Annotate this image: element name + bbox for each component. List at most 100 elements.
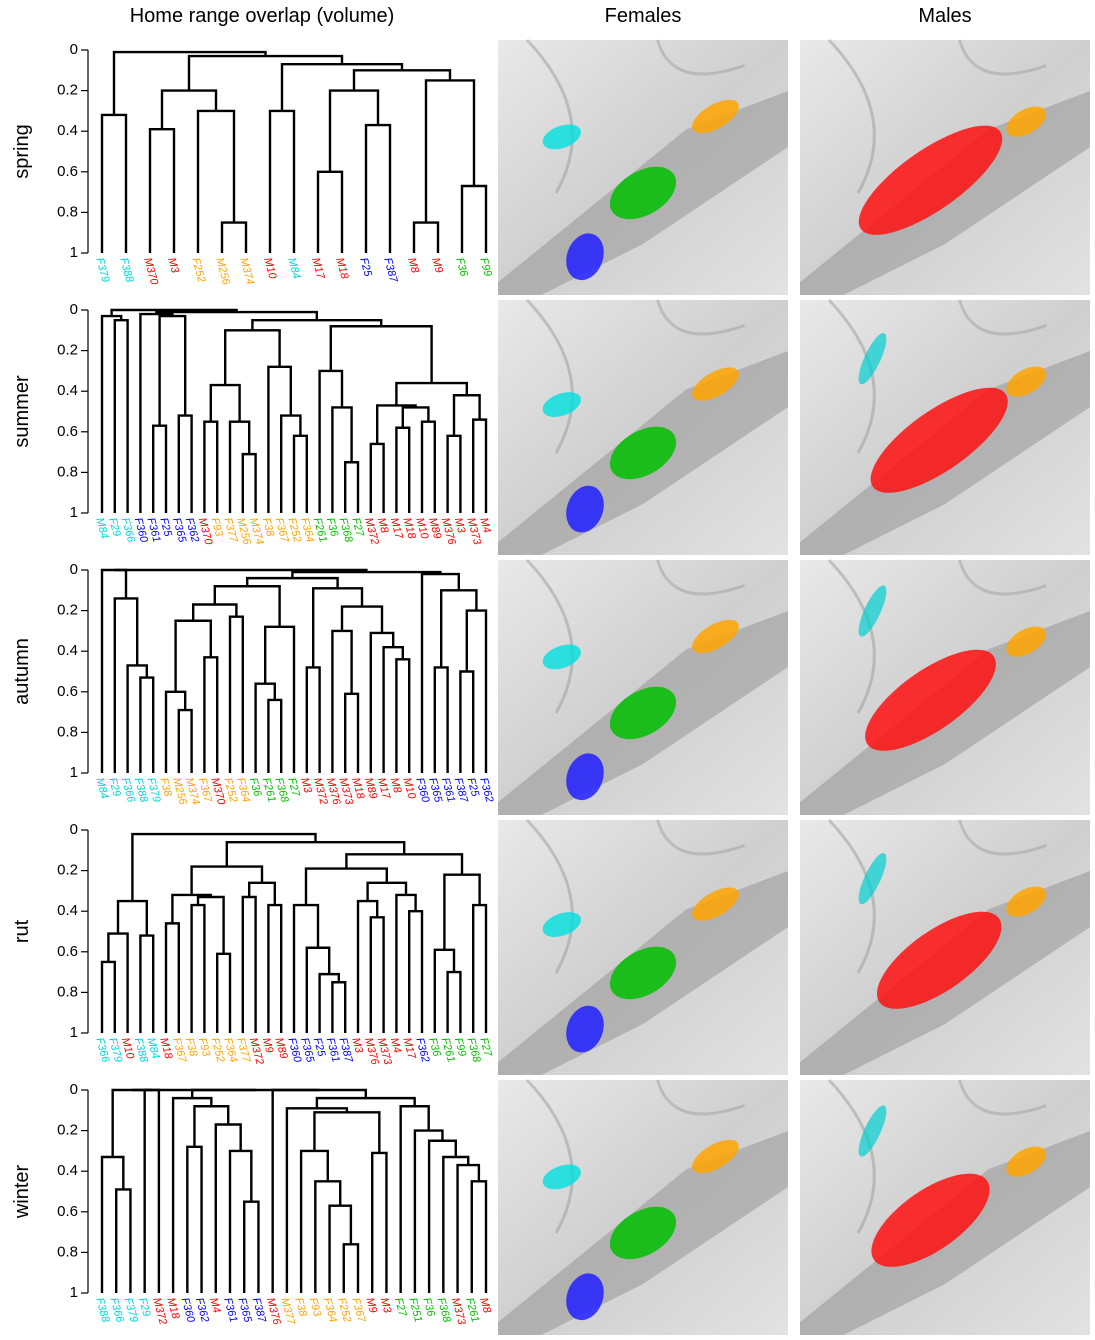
y-tick-label: 0.4 <box>57 902 78 919</box>
males-map <box>800 38 1090 295</box>
merge-link <box>408 910 424 1033</box>
leaf-label: F25 <box>357 256 374 278</box>
leaf-label: M8 <box>477 1296 493 1315</box>
range-blob <box>865 649 996 751</box>
range-blob <box>542 912 581 937</box>
row-label: spring <box>11 124 33 178</box>
terrain-valley <box>525 818 574 974</box>
leaf-label: F27 <box>477 1036 494 1058</box>
terrain-valley <box>958 819 1047 856</box>
merge-link <box>470 1180 488 1293</box>
leaf-label: M3 <box>452 516 468 535</box>
terrain-valley <box>656 559 745 596</box>
y-tick-label: 1 <box>70 504 78 521</box>
y-tick-label: 0.4 <box>57 1162 78 1179</box>
leaf-label: M4 <box>477 516 493 534</box>
leaf-label: M3 <box>378 1296 394 1315</box>
merge-link <box>433 666 449 773</box>
terrain-valley <box>656 1079 745 1116</box>
merge-link <box>267 365 292 513</box>
merge-link <box>152 424 168 513</box>
map-background <box>498 1080 788 1335</box>
merge-link <box>401 406 430 428</box>
merge-link <box>164 690 187 773</box>
y-tick-label: 0.4 <box>57 122 78 139</box>
range-blob <box>858 333 887 385</box>
merge-link <box>285 1107 349 1293</box>
terrain-valley <box>958 299 1047 336</box>
males-map <box>800 298 1090 555</box>
leaf-label: F388 <box>117 256 135 284</box>
terrain-valley <box>525 1078 574 1234</box>
leaf-label: M10 <box>119 1036 136 1061</box>
merge-link <box>305 666 321 773</box>
merge-link <box>472 418 488 513</box>
merge-link <box>329 325 433 384</box>
y-tick-label: 0.2 <box>57 1122 78 1139</box>
column-title: Home range overlap (volume) <box>130 5 395 27</box>
merge-link <box>177 708 193 773</box>
y-tick-label: 0.6 <box>57 423 78 440</box>
y-tick-label: 0.8 <box>57 983 78 1000</box>
merge-link <box>228 615 244 773</box>
range-blob <box>609 946 677 1000</box>
merge-link <box>345 853 464 875</box>
terrain-valley <box>958 559 1047 596</box>
merge-link <box>316 170 344 253</box>
range-blob <box>1006 626 1047 657</box>
leaf-label: F99 <box>477 256 494 277</box>
range-blob <box>692 99 739 134</box>
y-tick-label: 0.8 <box>57 1243 78 1260</box>
merge-link <box>177 414 193 513</box>
merge-link <box>344 461 360 513</box>
y-tick-label: 0.6 <box>57 683 78 700</box>
range-blob <box>609 166 677 220</box>
y-tick-label: 0.6 <box>57 163 78 180</box>
leaf-label: M17 <box>375 776 392 801</box>
leaf-label: M18 <box>349 776 366 801</box>
merge-link <box>369 631 395 773</box>
leaf-label: F25 <box>157 516 174 538</box>
merge-link <box>340 605 384 633</box>
map-background <box>498 300 788 555</box>
leaf-label: F36 <box>420 1296 437 1318</box>
merge-link <box>111 1088 152 1157</box>
merge-link <box>460 184 488 253</box>
y-tick-label: 0 <box>70 301 78 318</box>
merge-link <box>412 221 440 253</box>
leaf-label: M84 <box>144 1036 161 1060</box>
merge-link <box>190 903 206 1033</box>
merge-link <box>191 1088 320 1099</box>
merge-link <box>131 832 317 902</box>
leaf-label: F99 <box>452 1036 469 1057</box>
merge-link <box>100 960 116 1033</box>
y-tick-label: 0.4 <box>57 642 78 659</box>
range-blob <box>1006 366 1047 397</box>
y-tick-label: 0.6 <box>57 1203 78 1220</box>
leaf-label: F29 <box>106 776 123 797</box>
range-blob <box>692 887 739 921</box>
y-tick-label: 0 <box>70 561 78 578</box>
leaf-label: F36 <box>247 776 264 798</box>
merge-link <box>267 698 283 773</box>
range-blob <box>871 1173 990 1267</box>
merge-link <box>164 922 180 1033</box>
leaf-label: F27 <box>349 516 366 538</box>
merge-link <box>369 442 385 513</box>
leaf-label: M18 <box>157 1036 174 1061</box>
y-tick-label: 1 <box>70 764 78 781</box>
range-blob <box>566 1005 604 1053</box>
merge-link <box>369 916 385 1033</box>
merge-link <box>143 1088 161 1293</box>
merge-link <box>331 629 353 773</box>
terrain-valley <box>525 298 574 454</box>
leaf-label: M374 <box>237 256 256 286</box>
leaf-label: F38 <box>183 1036 200 1058</box>
merge-link <box>190 865 264 895</box>
leaf-label: F25 <box>311 1036 328 1058</box>
merge-link <box>465 609 488 773</box>
leaf-label: M9 <box>429 256 445 274</box>
merge-link <box>446 434 462 513</box>
merge-link <box>113 597 139 773</box>
females-map <box>498 558 788 815</box>
